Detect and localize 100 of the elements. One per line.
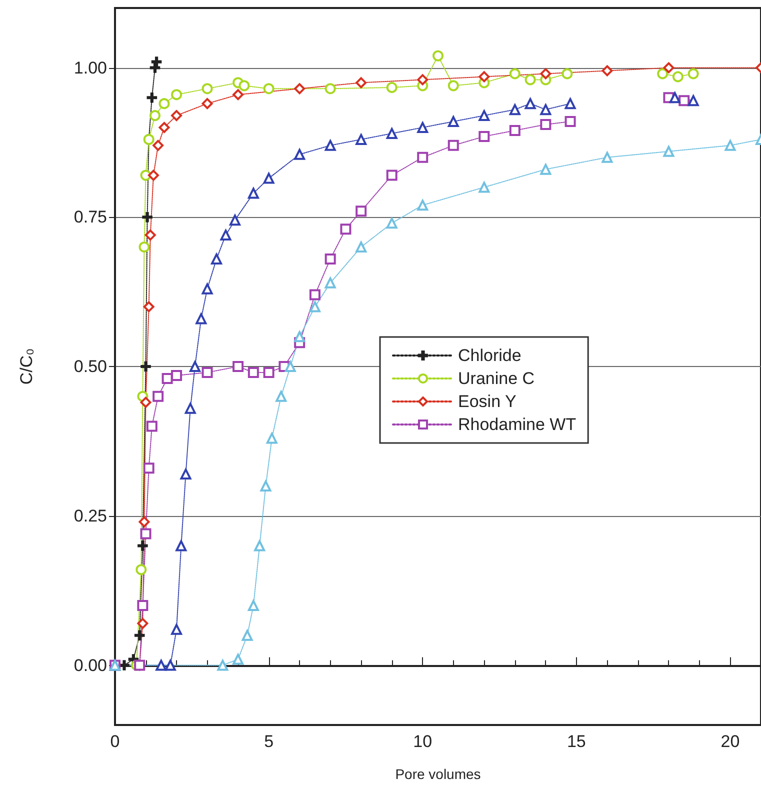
point xyxy=(356,242,367,252)
point xyxy=(202,98,213,110)
legend-label: Chloride xyxy=(458,346,522,365)
point xyxy=(386,170,398,181)
point xyxy=(540,104,552,116)
point xyxy=(144,230,156,241)
point xyxy=(217,660,228,671)
point xyxy=(148,170,159,181)
point xyxy=(238,80,250,92)
point xyxy=(263,172,274,184)
point xyxy=(263,366,274,378)
point xyxy=(294,83,306,94)
point xyxy=(142,212,152,222)
point xyxy=(448,140,459,151)
point xyxy=(417,152,428,163)
point xyxy=(356,77,367,88)
point xyxy=(509,68,520,80)
point xyxy=(202,283,213,294)
point xyxy=(524,98,536,110)
point xyxy=(152,140,164,151)
point xyxy=(417,122,428,133)
legend-label: Eosin Y xyxy=(458,392,516,411)
point xyxy=(146,420,158,432)
point xyxy=(248,188,259,199)
point xyxy=(248,600,259,611)
point xyxy=(171,110,182,122)
point xyxy=(196,313,207,324)
point xyxy=(137,618,148,629)
point xyxy=(524,74,536,86)
point xyxy=(137,600,148,611)
point xyxy=(672,71,684,82)
point xyxy=(232,654,244,665)
point xyxy=(276,390,287,402)
point xyxy=(678,95,690,106)
y-tick-label: 0.75 xyxy=(74,208,107,227)
point xyxy=(540,119,552,130)
x-tick-label: 20 xyxy=(720,732,740,751)
point xyxy=(171,370,182,381)
point xyxy=(688,68,699,80)
point xyxy=(324,83,336,94)
y-tick-label: 0.50 xyxy=(74,357,107,376)
point xyxy=(602,65,613,76)
point xyxy=(171,624,182,635)
point xyxy=(509,104,520,116)
point xyxy=(152,390,164,402)
y-axis-title: C/C₀ xyxy=(17,348,36,385)
point xyxy=(266,432,278,444)
point xyxy=(448,80,459,92)
point xyxy=(657,68,668,80)
point xyxy=(158,98,170,110)
point xyxy=(478,182,490,193)
point xyxy=(156,660,167,671)
point xyxy=(432,50,444,62)
point xyxy=(189,361,200,372)
x-tick-label: 0 xyxy=(110,732,120,751)
point xyxy=(688,95,699,106)
point xyxy=(140,361,151,372)
point xyxy=(232,89,244,100)
point xyxy=(309,289,320,300)
point xyxy=(151,56,162,67)
point xyxy=(356,206,367,217)
legend-label: Uranine C xyxy=(458,369,535,388)
y-tick-label: 1.00 xyxy=(74,58,107,78)
point xyxy=(220,230,232,241)
point xyxy=(136,564,147,576)
x-tick-label: 5 xyxy=(264,732,274,751)
point xyxy=(386,218,398,229)
point xyxy=(211,253,222,264)
x-axis-title: Pore volumes xyxy=(395,766,481,782)
point xyxy=(162,372,173,384)
point xyxy=(284,361,296,372)
point xyxy=(254,540,266,552)
point xyxy=(478,71,490,82)
point xyxy=(509,124,520,136)
x-tick-label: 15 xyxy=(566,732,586,751)
x-tick-label: 10 xyxy=(413,732,432,751)
point xyxy=(150,110,160,122)
point xyxy=(356,134,367,145)
point xyxy=(417,74,428,86)
point xyxy=(242,630,253,641)
point xyxy=(564,98,576,110)
point xyxy=(324,140,336,151)
point xyxy=(119,660,130,670)
point xyxy=(294,148,306,160)
point xyxy=(540,68,552,80)
point xyxy=(229,214,240,226)
point xyxy=(140,396,152,408)
point xyxy=(340,224,352,235)
point xyxy=(663,146,674,157)
point xyxy=(602,152,613,163)
point xyxy=(386,82,398,93)
point xyxy=(138,242,150,252)
point xyxy=(324,277,336,288)
point xyxy=(164,660,176,671)
point xyxy=(143,462,154,474)
point xyxy=(260,480,272,492)
point xyxy=(386,128,398,139)
point xyxy=(478,130,490,142)
point xyxy=(564,116,576,128)
point xyxy=(138,540,148,551)
